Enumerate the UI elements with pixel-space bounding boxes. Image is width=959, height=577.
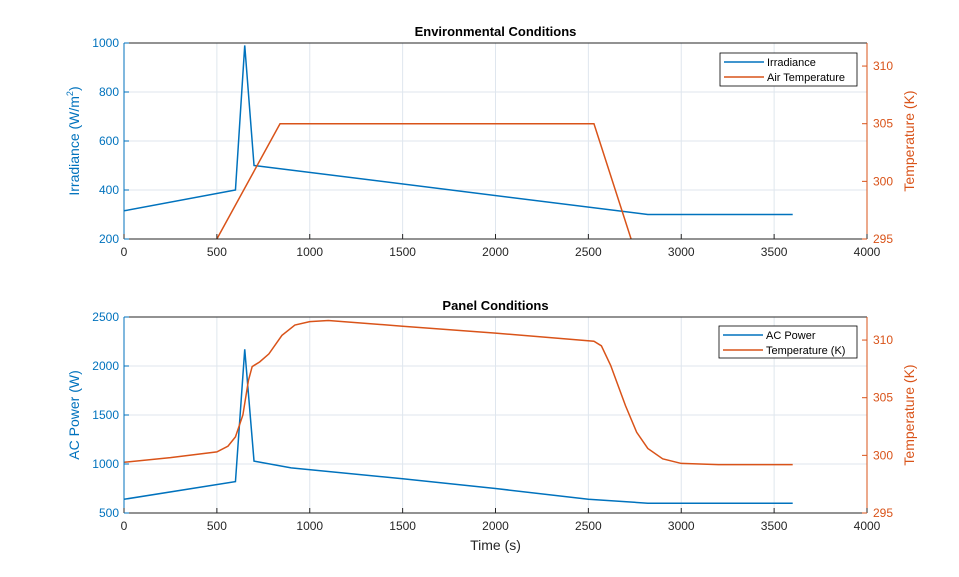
y-left-tick-label: 1000	[92, 457, 119, 471]
legend-entry: Temperature (K)	[766, 345, 845, 357]
x-label: Time (s)	[470, 537, 521, 553]
y-left-tick-label: 200	[99, 232, 119, 246]
x-tick-label: 3500	[761, 245, 788, 259]
y-left-label: Irradiance (W/m2)	[65, 86, 82, 195]
x-tick-label: 0	[121, 245, 128, 259]
y-right-tick-label: 300	[873, 448, 893, 462]
x-tick-label: 500	[207, 245, 227, 259]
x-tick-label: 1500	[389, 245, 416, 259]
chart-title: Environmental Conditions	[415, 24, 577, 39]
series-line-irradiance	[124, 45, 793, 216]
series-line-ac-power	[124, 349, 793, 504]
subplot-1: 0 500 1000 1500 2000 2500 3000 3500 4000 200 400 60…	[65, 24, 917, 259]
legend-box	[718, 325, 858, 359]
legend-entry: Irradiance	[767, 57, 816, 69]
x-tick-label: 2000	[482, 519, 509, 533]
y-left-tick-label: 800	[99, 85, 119, 99]
subplot-2: 0 500 1000 1500 2000 2500 3000 3500 400050010001…	[66, 298, 917, 553]
legend: AC Power Temperature (K)	[718, 325, 858, 359]
y-left-tick-label: 400	[99, 183, 119, 197]
x-tick-label: 2500	[575, 519, 602, 533]
x-tick-label: 1000	[296, 519, 323, 533]
x-tick-label: 500	[207, 519, 227, 533]
series-line-air-temperature	[216, 122, 632, 239]
y-left-tick-label: 600	[99, 134, 119, 148]
y-left-label-end: )	[66, 86, 82, 91]
y-right-tick-label: 300	[873, 174, 893, 188]
x-tick-label: 0	[121, 519, 128, 533]
x-tick-label: 4000	[854, 245, 881, 259]
y-right-label: Temperature (K)	[901, 364, 917, 465]
legend-box	[719, 52, 858, 87]
y-left-tick-label: 1000	[92, 36, 119, 50]
legend-entry: AC Power	[766, 330, 816, 342]
x-tick-label: 3500	[761, 519, 788, 533]
y-right-tick-label: 310	[873, 59, 893, 73]
y-left-tick-label: 2000	[92, 359, 119, 373]
x-tick-label: 2500	[575, 245, 602, 259]
x-tick-label: 1500	[389, 519, 416, 533]
series-line-temperature-k-	[124, 319, 793, 466]
y-right-tick-label: 305	[873, 391, 893, 405]
x-tick-label: 3000	[668, 245, 695, 259]
y-left-tick-label: 1500	[92, 408, 119, 422]
chart-title: Panel Conditions	[442, 298, 548, 313]
x-tick-label: 2000	[482, 245, 509, 259]
x-tick-label: 4000	[854, 519, 881, 533]
y-left-label-sup: 2	[65, 91, 75, 96]
y-right-label: Temperature (K)	[901, 90, 917, 191]
y-right-tick-label: 295	[873, 506, 893, 520]
y-left-label: AC Power (W)	[66, 370, 82, 459]
y-left-tick-label: 500	[99, 506, 119, 520]
x-tick-label: 3000	[668, 519, 695, 533]
y-right-tick-label: 305	[873, 117, 893, 131]
x-tick-label: 1000	[296, 245, 323, 259]
legend: Irradiance Air Temperature	[719, 52, 858, 87]
y-right-tick-label: 310	[873, 333, 893, 347]
y-left-tick-label: 2500	[92, 310, 119, 324]
legend-entry: Air Temperature	[767, 72, 845, 84]
y-right-tick-label: 295	[873, 232, 893, 246]
